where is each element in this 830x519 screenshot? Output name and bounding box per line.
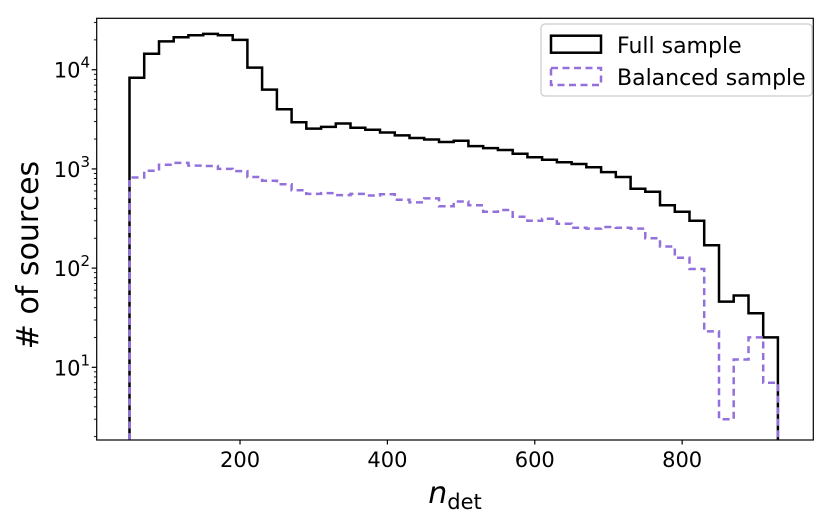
y-axis-label: # of sources: [11, 161, 46, 349]
x-tick-label: 600: [515, 448, 555, 472]
series-lines: [128, 32, 780, 440]
histogram-full-sample: [128, 32, 780, 440]
tick-labels: 200 400 600 800 101 102 103 104: [54, 54, 702, 472]
legend-key-full-sample: [549, 34, 603, 54]
y-tick-label: 103: [54, 153, 90, 182]
x-tick-label: 200: [220, 448, 260, 472]
x-tick-label: 800: [662, 448, 702, 472]
x-axis-label-main: n: [428, 476, 447, 511]
plot-border: [96, 17, 814, 441]
x-axis-label: ndet: [428, 476, 482, 514]
legend-label: Full sample: [617, 34, 742, 59]
x-axis-label-subscript: det: [447, 490, 481, 514]
legend-label: Balanced sample: [617, 66, 806, 91]
y-tick-label: 102: [54, 252, 90, 281]
histogram-balanced-sample: [128, 161, 780, 440]
x-tick-label: 400: [367, 448, 407, 472]
legend: Full sample Balanced sample: [540, 23, 813, 97]
legend-box: [540, 23, 813, 97]
legend-key-balanced-sample: [549, 66, 603, 87]
y-tick-label: 104: [54, 54, 90, 83]
y-tick-label: 101: [54, 351, 90, 380]
